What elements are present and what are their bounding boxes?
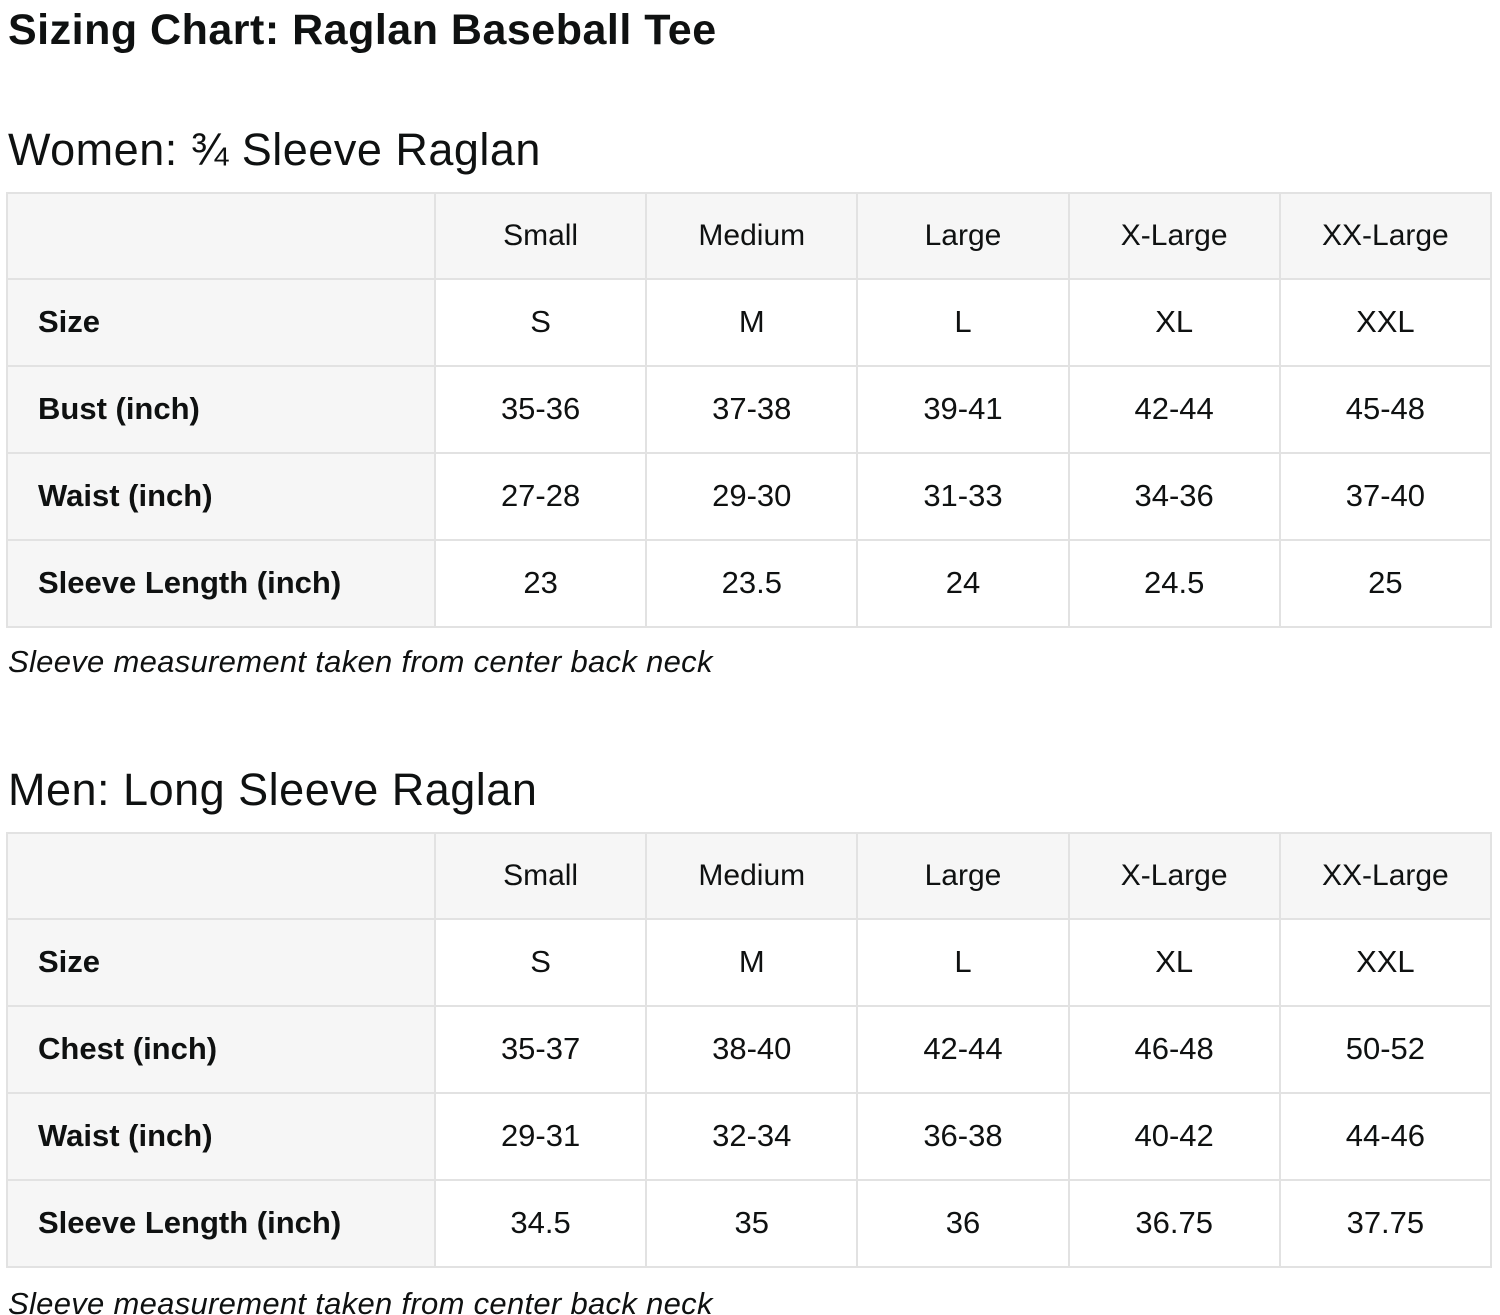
value-cell: XL bbox=[1067, 917, 1281, 1007]
value-cell: 38-40 bbox=[645, 1004, 859, 1094]
value-cell: M bbox=[645, 277, 859, 367]
corner-cell bbox=[6, 831, 436, 920]
value-cell: 37-38 bbox=[645, 364, 859, 454]
column-header: Small bbox=[433, 831, 648, 920]
table-row: Sleeve Length (inch) 34.5 35 36 36.75 37.75 bbox=[6, 1178, 1493, 1268]
table-row: Sleeve Length (inch) 23 23.5 24 24.5 25 bbox=[6, 538, 1493, 628]
value-cell: 39-41 bbox=[856, 364, 1070, 454]
table-row: Size S M L XL XXL bbox=[6, 917, 1493, 1007]
value-cell: 42-44 bbox=[856, 1004, 1070, 1094]
column-header: Large bbox=[856, 191, 1070, 280]
value-cell: 36-38 bbox=[856, 1091, 1070, 1181]
value-cell: 50-52 bbox=[1278, 1004, 1493, 1094]
header-row: Small Medium Large X-Large XX-Large bbox=[6, 831, 1493, 920]
column-header: XX-Large bbox=[1278, 831, 1493, 920]
column-header: Medium bbox=[645, 191, 859, 280]
row-label: Size bbox=[6, 277, 436, 367]
value-cell: L bbox=[856, 917, 1070, 1007]
column-header: X-Large bbox=[1067, 831, 1281, 920]
row-label: Sleeve Length (inch) bbox=[6, 538, 436, 628]
value-cell: 34.5 bbox=[433, 1178, 648, 1268]
value-cell: 29-31 bbox=[433, 1091, 648, 1181]
value-cell: 34-36 bbox=[1067, 451, 1281, 541]
value-cell: 35-37 bbox=[433, 1004, 648, 1094]
column-header: Small bbox=[433, 191, 648, 280]
value-cell: 36.75 bbox=[1067, 1178, 1281, 1268]
sizing-table-men: Small Medium Large X-Large XX-Large Size S M L X… bbox=[6, 831, 1493, 1268]
value-cell: 42-44 bbox=[1067, 364, 1281, 454]
value-cell: 37.75 bbox=[1278, 1178, 1493, 1268]
value-cell: 36 bbox=[856, 1178, 1070, 1268]
value-cell: 25 bbox=[1278, 538, 1493, 628]
value-cell: 44-46 bbox=[1278, 1091, 1493, 1181]
value-cell: 35-36 bbox=[433, 364, 648, 454]
sleeve-measurement-note-men: Sleeve measurement taken from center bac… bbox=[8, 1285, 713, 1315]
sleeve-measurement-note-women: Sleeve measurement taken from center bac… bbox=[8, 643, 713, 679]
section-heading-women: Women: ¾ Sleeve Raglan bbox=[8, 124, 541, 176]
value-cell: 32-34 bbox=[645, 1091, 859, 1181]
table-row: Bust (inch) 35-36 37-38 39-41 42-44 45-48 bbox=[6, 364, 1493, 454]
value-cell: S bbox=[433, 277, 648, 367]
value-cell: XXL bbox=[1278, 277, 1493, 367]
column-header: X-Large bbox=[1067, 191, 1281, 280]
column-header: Large bbox=[856, 831, 1070, 920]
page-title: Sizing Chart: Raglan Baseball Tee bbox=[8, 6, 717, 54]
column-header: XX-Large bbox=[1278, 191, 1493, 280]
value-cell: 31-33 bbox=[856, 451, 1070, 541]
row-label: Bust (inch) bbox=[6, 364, 436, 454]
value-cell: 27-28 bbox=[433, 451, 648, 541]
value-cell: XL bbox=[1067, 277, 1281, 367]
corner-cell bbox=[6, 191, 436, 280]
header-row: Small Medium Large X-Large XX-Large bbox=[6, 191, 1493, 280]
row-label: Size bbox=[6, 917, 436, 1007]
value-cell: L bbox=[856, 277, 1070, 367]
sizing-table-women: Small Medium Large X-Large XX-Large Size S M L X… bbox=[6, 191, 1493, 628]
value-cell: 23.5 bbox=[645, 538, 859, 628]
table-row: Chest (inch) 35-37 38-40 42-44 46-48 50-52 bbox=[6, 1004, 1493, 1094]
table-row: Size S M L XL XXL bbox=[6, 277, 1493, 367]
column-header: Medium bbox=[645, 831, 859, 920]
value-cell: 35 bbox=[645, 1178, 859, 1268]
value-cell: 40-42 bbox=[1067, 1091, 1281, 1181]
row-label: Chest (inch) bbox=[6, 1004, 436, 1094]
value-cell: 29-30 bbox=[645, 451, 859, 541]
section-heading-men: Men: Long Sleeve Raglan bbox=[8, 764, 538, 816]
value-cell: XXL bbox=[1278, 917, 1493, 1007]
value-cell: 24 bbox=[856, 538, 1070, 628]
row-label: Waist (inch) bbox=[6, 1091, 436, 1181]
value-cell: 23 bbox=[433, 538, 648, 628]
row-label: Waist (inch) bbox=[6, 451, 436, 541]
table-row: Waist (inch) 27-28 29-30 31-33 34-36 37-40 bbox=[6, 451, 1493, 541]
row-label: Sleeve Length (inch) bbox=[6, 1178, 436, 1268]
value-cell: S bbox=[433, 917, 648, 1007]
value-cell: M bbox=[645, 917, 859, 1007]
value-cell: 37-40 bbox=[1278, 451, 1493, 541]
table-row: Waist (inch) 29-31 32-34 36-38 40-42 44-46 bbox=[6, 1091, 1493, 1181]
value-cell: 24.5 bbox=[1067, 538, 1281, 628]
value-cell: 45-48 bbox=[1278, 364, 1493, 454]
value-cell: 46-48 bbox=[1067, 1004, 1281, 1094]
